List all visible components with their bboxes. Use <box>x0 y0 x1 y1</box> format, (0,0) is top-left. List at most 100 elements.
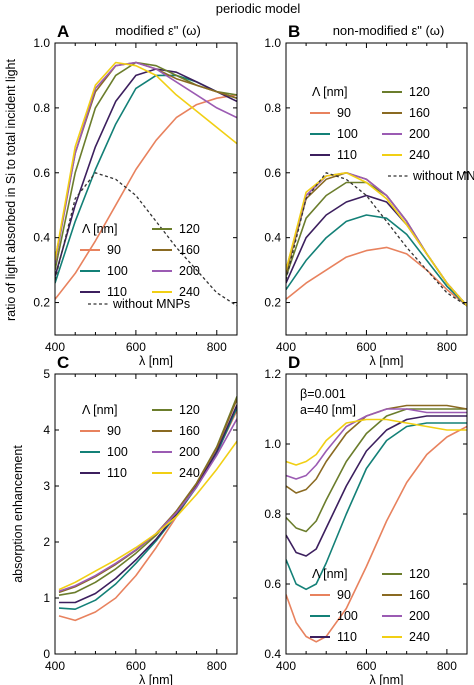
y-axis-label: absorption enhancement <box>11 445 25 583</box>
legend-label-90: 90 <box>107 243 121 257</box>
panel-B: 0.2 0.4 0.6 0.8 1.0 400 600 800 λ [nm] B non-modif… <box>264 22 474 368</box>
legend-label-120: 120 <box>179 222 200 236</box>
y-tick-label: 0.8 <box>264 101 281 115</box>
series-line-90 <box>286 425 467 643</box>
x-axis-label: λ [nm] <box>139 673 173 685</box>
series-line-120 <box>55 61 237 271</box>
x-tick-label: 400 <box>45 659 65 673</box>
y-tick-label: 0.4 <box>33 231 50 245</box>
legend-label-without: without MNPs <box>112 297 190 311</box>
legend-label-240: 240 <box>179 285 200 299</box>
x-tick-label: 600 <box>126 340 146 354</box>
legend-label-110: 110 <box>337 630 357 644</box>
legend-header: Λ [nm] <box>82 403 117 417</box>
series-line-100 <box>286 214 467 307</box>
series-line-100 <box>55 74 237 284</box>
series-line-240 <box>286 172 467 307</box>
y-tick-label: 5 <box>43 367 50 381</box>
legend-label-100: 100 <box>337 609 358 623</box>
panel-letter: A <box>57 22 69 41</box>
y-tick-label: 1.0 <box>264 36 281 50</box>
series-line-160 <box>286 404 467 494</box>
x-tick-label: 400 <box>45 340 65 354</box>
legend-label-200: 200 <box>179 445 200 459</box>
panel-A: 0.2 0.4 0.6 0.8 1.0 400 600 800 λ [nm] A modified … <box>33 22 238 368</box>
legend-label-160: 160 <box>179 243 200 257</box>
series-line-110 <box>59 404 237 604</box>
figure-title: periodic model <box>216 1 301 16</box>
y-tick-label: 2 <box>43 535 50 549</box>
legend-header: Λ [nm] <box>312 567 347 581</box>
legend-label-100: 100 <box>107 264 128 278</box>
legend-label-120: 120 <box>179 403 200 417</box>
series-line-160 <box>58 398 237 594</box>
series-line-100 <box>58 407 237 611</box>
legend-label-200: 200 <box>179 264 200 278</box>
panel-letter: B <box>288 22 300 41</box>
series-line-200 <box>58 418 237 593</box>
legend-label-110: 110 <box>337 148 357 162</box>
y-tick-label: 1 <box>43 591 50 605</box>
series-line-90 <box>58 410 237 622</box>
y-tick-label: 0.8 <box>33 101 50 115</box>
y-tick-label: 0.8 <box>264 507 281 521</box>
series-group <box>55 61 237 307</box>
series-line-120 <box>286 181 467 307</box>
legend-label-110: 110 <box>107 285 127 299</box>
x-axis-label: λ [nm] <box>369 673 403 685</box>
y-tick-label: 0.4 <box>264 647 281 661</box>
panel-title: non-modified ε" (ω) <box>333 23 445 38</box>
legend-label-240: 240 <box>179 466 200 480</box>
plot-frame <box>54 42 238 336</box>
legend-label-120: 120 <box>409 85 430 99</box>
y-tick-label: 1.2 <box>264 367 281 381</box>
series-group <box>58 396 237 622</box>
legend-label-240: 240 <box>409 630 430 644</box>
legend-label-200: 200 <box>409 609 430 623</box>
legend: Λ [nm] 120 160 200 240 90 100 110 without MNPs <box>310 85 474 183</box>
series-line-110 <box>286 194 467 307</box>
x-tick-label: 800 <box>207 340 227 354</box>
series-line-100 <box>286 422 467 591</box>
series-line-90 <box>286 246 467 307</box>
x-tick-label: 600 <box>356 659 376 673</box>
series-line-200 <box>55 61 237 264</box>
legend-label-90: 90 <box>337 588 351 602</box>
series-line-240 <box>58 440 237 591</box>
legend-label-160: 160 <box>409 106 430 120</box>
legend-label-100: 100 <box>107 445 128 459</box>
y-tick-label: 0.4 <box>264 231 281 245</box>
panel-letter: D <box>288 353 300 372</box>
y-tick-label: 0.2 <box>33 296 50 310</box>
series-line-without <box>286 172 467 307</box>
panel-D: 0.4 0.6 0.8 1.0 1.2 400 600 800 λ [nm] Dβ=0.001 a=… <box>264 353 468 685</box>
annotation: a=40 [nm] <box>300 403 356 417</box>
legend-header: Λ [nm] <box>82 222 117 236</box>
y-tick-label: 0.6 <box>33 166 50 180</box>
y-tick-label: 1.0 <box>264 437 281 451</box>
legend-label-110: 110 <box>107 466 127 480</box>
x-tick-label: 800 <box>437 659 457 673</box>
legend: Λ [nm] 120 160 200 240 90 100 110 <box>80 403 200 480</box>
x-tick-label: 600 <box>126 659 146 673</box>
series-line-240 <box>286 418 467 466</box>
annotation: β=0.001 <box>300 387 346 401</box>
series-line-120 <box>58 396 237 596</box>
panel-title: modified ε" (ω) <box>115 23 201 38</box>
shared-y-axis-label: ratio of light absorbed in Si to total i… <box>4 58 18 320</box>
legend-label-without: without MNPs <box>412 169 474 183</box>
legend-header: Λ [nm] <box>312 85 347 99</box>
panel-letter: C <box>57 353 69 372</box>
series-line-110 <box>55 68 237 277</box>
x-tick-label: 400 <box>276 659 296 673</box>
legend-label-100: 100 <box>337 127 358 141</box>
x-tick-label: 400 <box>276 340 296 354</box>
y-tick-label: 4 <box>43 423 50 437</box>
legend-label-160: 160 <box>179 424 200 438</box>
series-line-without <box>55 172 237 307</box>
legend-label-90: 90 <box>107 424 121 438</box>
y-tick-label: 3 <box>43 479 50 493</box>
legend-label-240: 240 <box>409 148 430 162</box>
series-line-240 <box>55 61 237 261</box>
